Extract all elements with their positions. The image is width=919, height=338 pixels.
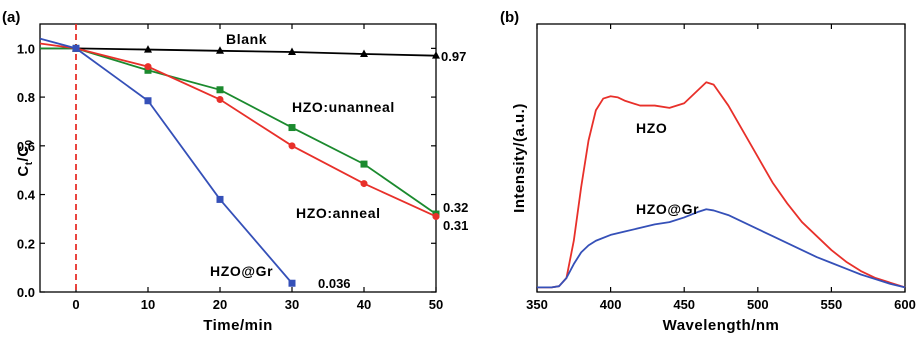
y-tick-label: 1.0 (17, 41, 35, 56)
panel-a-frame (39, 23, 437, 293)
panel-b: (b) 350 400 450 500 550 600 Wavelength/nm Int… (500, 9, 916, 334)
endval-anneal: 0.31 (443, 218, 468, 233)
panel-a-ticks: 0 10 20 30 40 50 0.0 0.2 0.4 0.6 0.8 1.0 (17, 24, 443, 312)
data-point (216, 195, 224, 203)
x-tick-label: 600 (894, 297, 916, 312)
annot-blank: Blank (226, 31, 267, 47)
panel-b-xlabel: Wavelength/nm (663, 317, 780, 333)
endval-hzo-gr: 0.036 (318, 276, 351, 291)
x-tick-label: 400 (600, 297, 622, 312)
panel-a-ylabel: Ct/C0 (15, 139, 35, 176)
annot-hzo-anneal: HZO:anneal (296, 205, 381, 221)
data-point (216, 96, 224, 104)
panel-b-label: (b) (500, 9, 519, 26)
x-tick-label: 350 (526, 297, 548, 312)
panel-a-xlabel: Time/min (203, 317, 273, 333)
annot-hzo: HZO (636, 120, 667, 136)
y-tick-label: 0.6 (17, 139, 35, 154)
x-tick-label: 40 (357, 297, 371, 312)
annot-hzo-gr: HZO@Gr (210, 263, 273, 279)
panel-b-series (537, 81, 906, 289)
spectrum-line (537, 208, 906, 289)
data-point (144, 97, 152, 105)
data-point (432, 51, 440, 59)
data-point (144, 66, 152, 74)
y-tick-label: 0.4 (17, 188, 36, 203)
data-point (432, 212, 440, 220)
x-tick-label: 10 (141, 297, 155, 312)
panel-a: (a) 0 10 20 30 40 50 0.0 0.2 0.4 0.6 0.8 1.0 Time/m… (2, 9, 468, 334)
annot-hzo-unanneal: HZO:unanneal (292, 99, 395, 115)
x-tick-label: 50 (429, 297, 443, 312)
data-point (360, 160, 368, 168)
annot-hzo-gr-b: HZO@Gr (636, 201, 699, 217)
data-point (288, 279, 296, 287)
data-point (360, 180, 368, 188)
data-point (144, 63, 152, 71)
y-tick-label: 0.2 (17, 236, 35, 251)
endval-unanneal: 0.32 (443, 200, 468, 215)
ylabel-c: C (15, 165, 32, 176)
ylabel-sub-t: t (24, 161, 35, 165)
x-tick-label: 30 (285, 297, 299, 312)
data-point (216, 46, 224, 54)
panel-b-ticks: 350 400 450 500 550 600 (526, 24, 916, 312)
panel-b-frame (536, 23, 906, 293)
endval-blank: 0.97 (441, 49, 466, 64)
x-tick-label: 500 (747, 297, 769, 312)
data-point (288, 142, 296, 150)
x-tick-label: 20 (213, 297, 227, 312)
ylabel-sub-0: 0 (24, 139, 35, 145)
data-point (360, 49, 368, 57)
x-tick-label: 550 (821, 297, 843, 312)
data-point (144, 45, 152, 53)
data-point (288, 47, 296, 56)
y-tick-label: 0.0 (17, 285, 35, 300)
y-tick-label: 0.8 (17, 90, 35, 105)
panel-b-ylabel: Intensity/(a.u.) (511, 103, 528, 213)
panel-a-series (39, 37, 440, 287)
x-tick-label: 450 (673, 297, 695, 312)
data-point (288, 124, 296, 132)
spectrum-line (537, 81, 906, 289)
data-point (72, 44, 80, 52)
data-point (216, 86, 224, 94)
x-tick-label: 0 (72, 297, 79, 312)
panel-a-label: (a) (2, 9, 20, 26)
series-line (39, 42, 437, 218)
ylabel-sep: /C (15, 145, 32, 161)
